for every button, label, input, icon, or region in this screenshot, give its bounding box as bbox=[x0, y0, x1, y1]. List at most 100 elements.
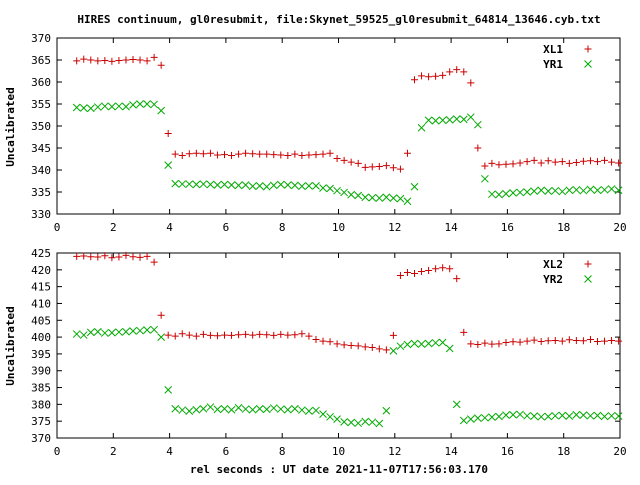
data-point bbox=[263, 331, 271, 339]
data-point bbox=[298, 151, 306, 159]
data-point bbox=[607, 411, 616, 420]
data-point bbox=[411, 270, 419, 278]
data-point bbox=[411, 76, 419, 84]
data-point bbox=[255, 404, 264, 413]
y-tick-label: 340 bbox=[31, 164, 51, 177]
data-point bbox=[579, 186, 588, 195]
data-point bbox=[220, 180, 229, 189]
data-point bbox=[473, 120, 482, 129]
data-point bbox=[213, 332, 221, 340]
data-point bbox=[171, 150, 179, 158]
data-point bbox=[305, 151, 313, 159]
data-point bbox=[79, 331, 88, 339]
y-tick-label: 395 bbox=[31, 348, 51, 361]
data-point bbox=[79, 104, 88, 112]
data-point bbox=[502, 338, 510, 346]
data-point bbox=[396, 194, 405, 203]
y-tick-label: 370 bbox=[31, 432, 51, 445]
data-point bbox=[269, 181, 278, 190]
data-point bbox=[481, 162, 489, 170]
data-point bbox=[108, 254, 116, 262]
data-point bbox=[129, 56, 137, 64]
data-point bbox=[185, 150, 193, 158]
data-point bbox=[333, 186, 341, 195]
data-point bbox=[171, 404, 180, 413]
y-tick-label: 400 bbox=[31, 331, 51, 344]
data-point bbox=[509, 160, 517, 168]
data-point bbox=[396, 272, 404, 280]
data-point bbox=[129, 101, 137, 109]
data-point bbox=[438, 338, 447, 347]
data-point bbox=[354, 191, 363, 200]
data-point bbox=[502, 189, 510, 198]
data-point bbox=[122, 56, 130, 64]
data-point bbox=[481, 413, 489, 422]
data-point bbox=[565, 186, 574, 195]
data-point bbox=[488, 190, 496, 199]
data-point bbox=[86, 328, 95, 337]
data-point bbox=[178, 151, 186, 159]
data-point bbox=[354, 342, 362, 350]
data-point bbox=[277, 151, 285, 159]
data-point bbox=[537, 337, 545, 345]
data-point bbox=[143, 100, 151, 108]
y-tick-label: 420 bbox=[31, 264, 51, 277]
data-point bbox=[340, 188, 348, 197]
y-tick-label: 370 bbox=[31, 32, 51, 45]
data-point bbox=[530, 187, 538, 195]
data-point bbox=[425, 266, 433, 274]
x-tick-label: 6 bbox=[223, 445, 230, 458]
panel-1: 0 2 4 6 8 10 12 14 16 18 20 330 335 340 345 350 355 360 36… bbox=[4, 32, 627, 234]
data-point bbox=[136, 253, 144, 261]
data-point bbox=[164, 331, 172, 339]
data-point bbox=[262, 182, 271, 191]
data-point bbox=[122, 251, 130, 259]
data-point bbox=[452, 115, 461, 123]
data-point bbox=[228, 331, 236, 339]
data-point bbox=[115, 102, 123, 111]
data-point bbox=[185, 407, 194, 415]
data-point bbox=[333, 340, 341, 348]
data-point bbox=[601, 156, 609, 164]
data-point bbox=[157, 333, 166, 341]
data-point bbox=[530, 412, 538, 420]
data-point bbox=[136, 326, 144, 335]
data-point bbox=[445, 115, 454, 124]
data-point bbox=[298, 330, 306, 338]
data-point bbox=[424, 116, 433, 125]
data-point bbox=[368, 418, 377, 427]
data-point bbox=[347, 190, 356, 199]
y-tick-label: 425 bbox=[31, 247, 51, 260]
data-point bbox=[249, 150, 257, 158]
data-point bbox=[431, 116, 440, 125]
data-point bbox=[439, 71, 447, 79]
x-tick-label: 10 bbox=[332, 221, 345, 234]
data-point bbox=[600, 412, 609, 421]
data-point bbox=[544, 157, 552, 165]
data-point bbox=[425, 73, 433, 81]
y-axis-label: Uncalibrated bbox=[4, 306, 17, 385]
data-point bbox=[213, 405, 222, 414]
data-point bbox=[122, 102, 130, 111]
x-tick-label: 0 bbox=[54, 221, 61, 234]
data-point bbox=[615, 337, 623, 345]
data-point bbox=[94, 57, 102, 65]
data-point bbox=[523, 337, 531, 345]
data-point bbox=[474, 340, 482, 348]
data-point bbox=[199, 180, 208, 188]
data-point bbox=[298, 406, 306, 414]
data-point bbox=[509, 410, 517, 419]
data-point bbox=[586, 411, 595, 420]
data-point bbox=[459, 416, 468, 425]
data-point bbox=[375, 162, 383, 170]
x-tick-label: 14 bbox=[444, 221, 458, 234]
data-point bbox=[586, 157, 594, 165]
data-point bbox=[178, 330, 186, 338]
data-point bbox=[488, 159, 496, 167]
data-point bbox=[558, 337, 566, 345]
data-point bbox=[185, 180, 194, 188]
data-point bbox=[192, 405, 201, 414]
data-point bbox=[354, 159, 362, 167]
data-point bbox=[375, 194, 384, 203]
